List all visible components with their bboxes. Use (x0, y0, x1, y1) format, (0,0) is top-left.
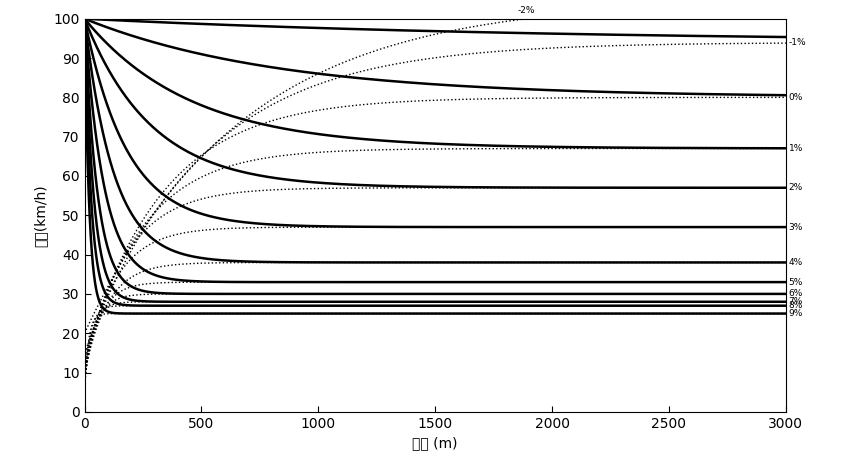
Text: -2%: -2% (517, 6, 534, 15)
Text: 9%: 9% (787, 309, 802, 318)
Text: 7%: 7% (787, 297, 802, 306)
Text: 4%: 4% (787, 258, 802, 267)
Text: 2%: 2% (787, 183, 802, 192)
X-axis label: 거리 (m): 거리 (m) (412, 436, 457, 450)
Y-axis label: 속도(km/h): 속도(km/h) (34, 184, 47, 247)
Text: 8%: 8% (787, 301, 802, 310)
Text: 5%: 5% (787, 278, 802, 286)
Text: 6%: 6% (787, 289, 802, 299)
Text: 3%: 3% (787, 223, 802, 232)
Text: -1%: -1% (787, 38, 805, 47)
Text: 1%: 1% (787, 144, 802, 153)
Text: 0%: 0% (787, 93, 802, 102)
